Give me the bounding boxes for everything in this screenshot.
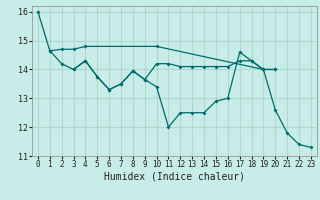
X-axis label: Humidex (Indice chaleur): Humidex (Indice chaleur) xyxy=(104,172,245,182)
